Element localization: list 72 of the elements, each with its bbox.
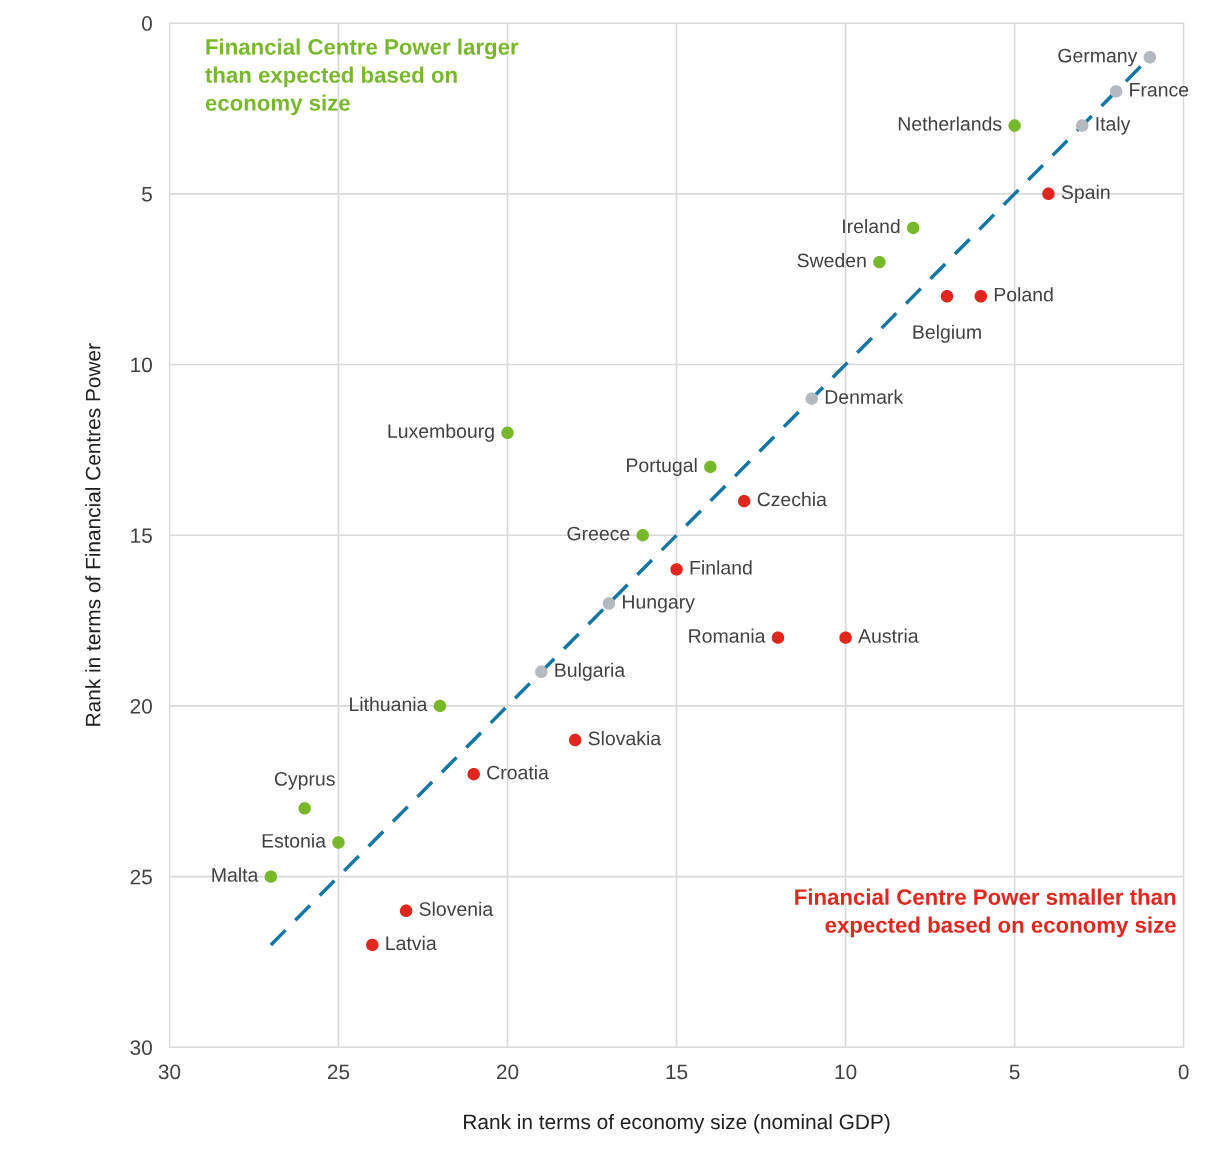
point bbox=[568, 733, 582, 747]
point bbox=[602, 597, 616, 610]
annotation: Ireland bbox=[843, 218, 900, 234]
annotation: Germany bbox=[1058, 48, 1138, 67]
y-tick-label: 0 bbox=[142, 16, 152, 31]
point bbox=[1008, 119, 1021, 132]
point bbox=[535, 665, 548, 678]
annotation: Bulgaria bbox=[555, 662, 626, 681]
y-tick-label: 15 bbox=[131, 528, 152, 543]
annotation: Slovakia bbox=[588, 731, 662, 746]
y-tick-label: 25 bbox=[130, 869, 152, 885]
annotation: Financial Centre Power smaller than expected based on economy size bbox=[795, 888, 1176, 938]
point bbox=[1109, 85, 1123, 98]
annotation: Denmark bbox=[825, 389, 904, 404]
annotation: Poland bbox=[994, 287, 1053, 302]
annotation: Croatia bbox=[487, 765, 549, 780]
annotation: Italy bbox=[1096, 116, 1131, 135]
annotation: Luxembourg bbox=[388, 423, 494, 442]
point bbox=[501, 426, 514, 440]
annotation: Slovenia bbox=[419, 901, 494, 916]
annotation: Malta bbox=[212, 867, 259, 882]
point bbox=[906, 221, 920, 235]
annotation: Netherlands bbox=[898, 116, 1002, 131]
y-tick-label: 20 bbox=[130, 698, 152, 714]
annotation: Sweden bbox=[797, 253, 866, 268]
x-tick-label: 30 bbox=[158, 1064, 181, 1080]
annotation: France bbox=[1130, 83, 1189, 97]
point bbox=[805, 392, 818, 405]
point bbox=[1042, 187, 1055, 201]
annotation: Lithuania bbox=[350, 696, 428, 712]
annotation: Czechia bbox=[757, 492, 827, 507]
x-tick-label: 10 bbox=[835, 1064, 857, 1080]
point bbox=[873, 255, 886, 269]
annotation: Finland bbox=[690, 560, 752, 575]
annotation: Latvia bbox=[386, 935, 437, 951]
point bbox=[974, 290, 988, 303]
annotation: Portugal bbox=[627, 457, 697, 477]
annotation: Spain bbox=[1061, 184, 1110, 203]
x-axis-title: Rank in terms of economy size (nominal GDP) bbox=[464, 1113, 890, 1134]
annotation: Romania bbox=[689, 628, 766, 643]
point bbox=[298, 802, 311, 815]
point bbox=[332, 836, 345, 849]
x-tick-label: 15 bbox=[666, 1064, 688, 1080]
annotation: Hungary bbox=[623, 595, 695, 613]
point bbox=[1143, 51, 1157, 64]
y-tick-label: 10 bbox=[131, 357, 152, 373]
point bbox=[670, 563, 683, 576]
annotation: Greece bbox=[567, 526, 630, 541]
point bbox=[636, 529, 649, 542]
point bbox=[737, 494, 751, 508]
x-tick-label: 5 bbox=[1009, 1064, 1020, 1080]
annotation: Estonia bbox=[262, 833, 326, 848]
y-tick-label: 5 bbox=[142, 187, 152, 202]
point bbox=[264, 870, 278, 883]
point bbox=[399, 904, 413, 917]
y-tick-label: 30 bbox=[130, 1040, 152, 1056]
y-axis-title: Rank in terms of Financial Centres Power bbox=[85, 343, 101, 726]
annotation: Financial Centre Power larger than expected based on economy size bbox=[205, 38, 519, 116]
x-tick-label: 25 bbox=[327, 1064, 350, 1080]
annotation: Cyprus bbox=[274, 772, 335, 790]
point bbox=[366, 938, 379, 952]
x-tick-label: 0 bbox=[1178, 1064, 1189, 1080]
point bbox=[467, 768, 480, 781]
point bbox=[839, 631, 852, 644]
point bbox=[1076, 119, 1089, 132]
annotation: Belgium bbox=[913, 324, 981, 343]
point bbox=[940, 290, 954, 303]
point bbox=[704, 460, 717, 474]
point bbox=[433, 699, 447, 713]
x-tick-label: 20 bbox=[496, 1064, 519, 1080]
annotation: Austria bbox=[858, 628, 919, 643]
point bbox=[771, 631, 785, 644]
